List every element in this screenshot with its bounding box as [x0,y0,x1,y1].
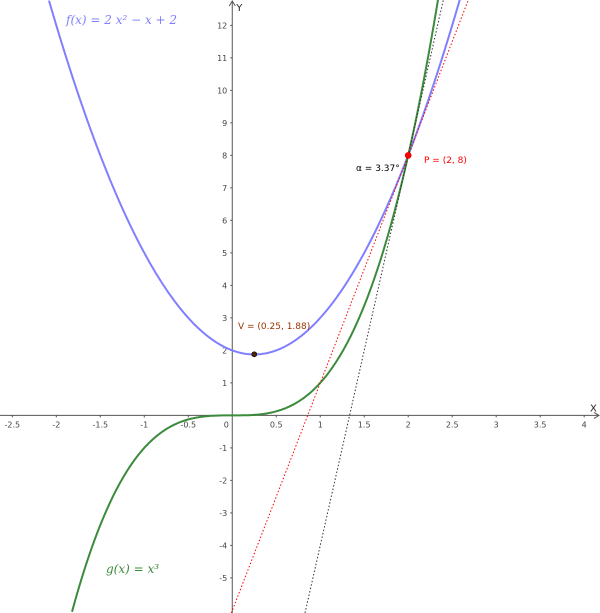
y-tick-label: -3 [219,509,227,518]
y-axis-label: Y [235,3,243,14]
y-tick-label: 8 [222,151,227,160]
angle-label: α = 3.37° [356,164,400,174]
tangent-g-line [304,0,444,613]
y-tick-label: -4 [219,541,227,550]
x-tick-label: 4 [582,420,587,429]
vertex-label: V = (0.25, 1.88) [238,322,311,332]
point-p [404,152,412,159]
x-tick-label: -2.5 [5,420,21,429]
x-tick-label: 2.5 [446,420,459,429]
g-label: g(x) = x³ [106,562,160,576]
x-tick-label: 3 [494,420,499,429]
y-tick-label: 3 [222,314,227,323]
x-tick-label: -2 [52,420,60,429]
y-tick-label: 6 [222,216,227,225]
y-tick-label: 10 [217,86,227,95]
y-tick-label: 7 [222,184,227,193]
x-tick-label: 1 [318,420,323,429]
x-tick-label: -1 [140,420,148,429]
y-tick-label: -5 [219,574,227,583]
vertex-point [251,351,258,358]
x-tick-label: -0.5 [180,420,196,429]
tangent-f-line [230,0,469,613]
y-tick-label: 12 [217,21,227,30]
x-tick-label: 1.5 [358,420,371,429]
x-tick-label: 3.5 [534,420,547,429]
y-tick-label: -2 [219,476,227,485]
f-curve [48,0,461,356]
y-axis-arrow [228,0,236,7]
x-tick-label: 0.5 [270,420,283,429]
y-tick-label: 1 [222,379,227,388]
y-tick-label: 2 [222,346,227,355]
y-tick-label: 5 [222,249,227,258]
x-tick-label: -1.5 [92,420,108,429]
y-tick-label: -1 [219,444,227,453]
point-p-label: P = (2, 8) [424,156,467,166]
y-tick-label: 9 [222,119,227,128]
x-tick-label: 0 [224,420,229,429]
y-tick-label: 11 [217,54,227,63]
x-axis-arrow [593,411,600,419]
x-tick-label: 2 [406,420,411,429]
x-axis-label: X [590,403,597,414]
y-tick-label: 4 [222,281,227,290]
f-label: f(x) = 2 x² − x + 2 [66,13,178,27]
g-curve [71,0,439,613]
